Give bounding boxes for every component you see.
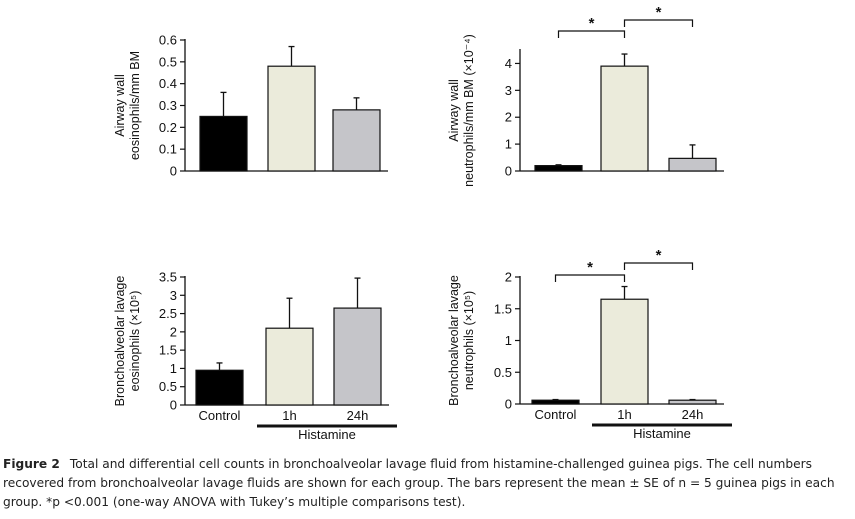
y-axis-label-line: eosinophils/mm BM — [128, 51, 142, 160]
caption-text: Total and differential cell counts in br… — [3, 457, 835, 509]
bar-1h — [265, 327, 314, 406]
y-tick-label: 1 — [170, 361, 177, 376]
y-axis-label-line: Airway wall — [113, 74, 127, 137]
bar-control — [531, 399, 580, 405]
figure-caption: Figure 2 Total and differential cell coun… — [3, 455, 853, 512]
bar-24h — [333, 307, 382, 406]
bar-control — [534, 165, 583, 172]
y-tick-label: 3.5 — [159, 270, 177, 285]
y-tick-label: 3 — [170, 288, 177, 303]
y-tick-label: 1 — [505, 137, 512, 152]
bar-1h — [267, 65, 316, 172]
y-tick-label: 3 — [505, 83, 512, 98]
y-axis-label-line: neutrophils (×10⁵) — [462, 291, 476, 390]
y-tick-label: 1.5 — [159, 343, 177, 358]
chart-panel-airway-eos: 0 0.1 0.2 0.3 0.4 0.5 0.6 Airway walleosinophil… — [113, 33, 388, 179]
bar-24h — [668, 157, 717, 172]
bar-control — [199, 115, 248, 172]
significance-bracket — [623, 19, 694, 27]
significance-bracket — [557, 30, 626, 38]
y-tick-label: 0.5 — [494, 365, 512, 380]
y-tick-label: 0.5 — [159, 54, 177, 69]
y-tick-label: 2 — [170, 324, 177, 339]
y-tick-label: 0 — [170, 398, 177, 413]
bar-1h — [600, 65, 649, 172]
chart-panel-balf-eos: 0 0.5 1 1.5 2 2.5 3 3.5 Bronchoalveolar lavageeo… — [113, 270, 397, 442]
y-tick-label: 1 — [505, 333, 512, 348]
y-axis-label-line: eosinophils (×10⁵) — [128, 291, 142, 392]
y-tick-label: 0 — [505, 397, 512, 412]
caption-label: Figure 2 — [3, 457, 60, 471]
significance-marker: * — [656, 4, 662, 21]
y-tick-label: 2 — [505, 270, 512, 285]
bar-24h — [332, 109, 381, 172]
chart-panel-balf-neu: 0 0.5 1 1.5 2 Bronchoalveolar lavageneutrophi… — [447, 247, 732, 441]
bar-control — [195, 369, 244, 406]
x-tick-label: 24h — [347, 408, 369, 423]
significance-marker: * — [587, 259, 593, 276]
y-tick-label: 0.6 — [159, 33, 177, 48]
y-tick-label: 0 — [170, 164, 177, 179]
x-tick-label: 1h — [617, 407, 631, 422]
chart-panel-airway-neu: 0 1 2 3 4 Airway wallneutrophils/mm BM (×10⁻⁴… — [447, 4, 724, 187]
bar-24h — [668, 399, 717, 405]
y-tick-label: 4 — [505, 56, 512, 71]
y-axis-label-line: Airway wall — [447, 79, 461, 142]
y-tick-label: 0.3 — [159, 98, 177, 113]
y-axis-label-line: Bronchoalveolar lavage — [447, 275, 461, 406]
significance-bracket — [554, 274, 626, 282]
y-axis-label: Airway wallneutrophils/mm BM (×10⁻⁴) — [447, 34, 476, 187]
significance-marker: * — [656, 247, 662, 264]
y-axis-label: Bronchoalveolar lavageeosinophils (×10⁵) — [113, 276, 142, 407]
x-tick-label: 1h — [282, 408, 296, 423]
y-axis-label: Bronchoalveolar lavageneutrophils (×10⁵) — [447, 275, 476, 406]
y-axis-label-line: neutrophils/mm BM (×10⁻⁴) — [462, 34, 476, 187]
significance-marker: * — [589, 15, 595, 32]
x-tick-label: Control — [199, 408, 241, 423]
y-tick-label: 0.1 — [159, 142, 177, 157]
x-tick-label: 24h — [682, 407, 704, 422]
y-axis-label: Airway walleosinophils/mm BM — [113, 51, 142, 160]
significance-bracket — [623, 262, 694, 270]
y-tick-label: 2 — [505, 110, 512, 125]
x-tick-label: Control — [535, 407, 577, 422]
y-tick-label: 0.5 — [159, 379, 177, 394]
y-tick-label: 0.2 — [159, 120, 177, 135]
bar-1h — [600, 298, 649, 405]
group-label: Histamine — [298, 427, 356, 442]
y-tick-label: 0 — [505, 164, 512, 179]
y-tick-label: 1.5 — [494, 301, 512, 316]
y-axis-label-line: Bronchoalveolar lavage — [113, 276, 127, 407]
y-tick-label: 0.4 — [159, 76, 177, 91]
group-label: Histamine — [633, 426, 691, 441]
y-tick-label: 2.5 — [159, 306, 177, 321]
